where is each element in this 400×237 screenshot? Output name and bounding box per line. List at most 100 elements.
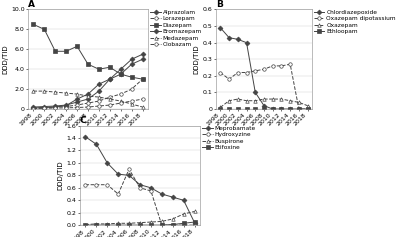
Hydroxyzine [160,224,164,227]
Lorazepam [129,88,134,91]
Oxazepam [296,101,301,104]
Legend: Alprazolam, Lorazepam, Diazepam, Bromazepam, Medazepam, Clobazam: Alprazolam, Lorazepam, Diazepam, Bromaze… [150,9,202,47]
Meprobamate [170,196,175,199]
Bromazepam [53,106,58,109]
Alprazolam [64,104,68,106]
Line: Diazepam: Diazepam [32,23,144,81]
Text: B: B [216,0,223,9]
Diazepam [31,23,36,26]
Line: Chlordiazepoxide: Chlordiazepoxide [219,26,309,111]
Line: Hydroxyzine: Hydroxyzine [84,167,196,227]
Ethloopam [227,108,232,110]
Line: Buspirone: Buspirone [84,210,196,226]
Hydroxyzine [148,190,153,192]
Lorazepam [75,104,80,106]
Meprobamate [192,221,197,224]
Etifoxine [192,221,197,223]
Bromazepam [108,78,112,81]
Chlordiazepoxide [218,26,223,29]
Oxazepam dipotassium [262,68,266,71]
Medazepam [140,106,145,109]
Diazepam [108,66,112,69]
Alprazolam [42,105,47,108]
Y-axis label: DDD/TID: DDD/TID [58,161,64,190]
Hydroxyzine [181,224,186,227]
Ethloopam [244,108,249,110]
Ethloopam [253,108,258,110]
Lorazepam [108,96,112,99]
Medazepam [64,92,68,95]
Chlordiazepoxide [244,41,249,44]
Oxazepam [262,98,266,100]
Legend: Chlordiazepoxide, Oxazepam dipotassium, Oxazepam, Ethloopam: Chlordiazepoxide, Oxazepam dipotassium, … [314,9,396,34]
Lorazepam [42,106,47,109]
Medazepam [129,103,134,105]
Etifoxine [160,224,164,227]
Line: Ethloopam: Ethloopam [219,107,309,111]
Line: Bromazepam: Bromazepam [32,58,144,110]
Oxazepam dipotassium [244,71,249,74]
Line: Oxazepam dipotassium: Oxazepam dipotassium [219,63,309,111]
Buspirone [160,220,164,223]
Meprobamate [181,199,186,202]
Oxazepam dipotassium [227,78,232,81]
Chlordiazepoxide [270,108,275,110]
Ethloopam [288,108,292,110]
Lorazepam [31,107,36,109]
Alprazolam [86,98,90,100]
Hydroxyzine [170,224,175,227]
Diazepam [118,73,123,76]
Buspirone [138,221,142,224]
Etifoxine [148,224,153,227]
Lorazepam [140,78,145,81]
Hydroxyzine [138,186,142,189]
Medazepam [53,91,58,94]
Clobazam [75,106,80,109]
Meprobamate [116,173,120,176]
Etifoxine [83,224,88,227]
Oxazepam [270,98,275,100]
Clobazam [108,104,112,106]
Line: Clobazam: Clobazam [32,97,144,110]
Oxazepam [288,99,292,102]
Chlordiazepoxide [279,108,284,110]
Oxazepam [253,99,258,102]
Clobazam [140,98,145,100]
Hydroxyzine [94,183,99,186]
Meprobamate [138,183,142,186]
Oxazepam dipotassium [270,64,275,67]
Chlordiazepoxide [227,36,232,39]
Etifoxine [116,224,120,227]
Line: Meprobamate: Meprobamate [84,135,196,224]
Lorazepam [96,100,101,102]
Line: Medazepam: Medazepam [32,89,144,109]
Diazepam [86,63,90,66]
Text: A: A [28,0,35,9]
Clobazam [53,107,58,109]
Etifoxine [127,224,132,227]
Meprobamate [94,143,99,146]
Diazepam [96,68,101,71]
Ethloopam [262,108,266,110]
Meprobamate [148,186,153,189]
Clobazam [129,100,134,102]
Diazepam [140,78,145,81]
Lorazepam [64,105,68,108]
Alprazolam [75,101,80,104]
Line: Etifoxine: Etifoxine [84,220,196,227]
Oxazepam [305,104,310,107]
Bromazepam [31,107,36,109]
Buspirone [181,213,186,215]
Clobazam [86,106,90,109]
Line: Oxazepam: Oxazepam [219,97,309,109]
Text: C: C [80,116,87,125]
Bromazepam [118,73,123,76]
Chlordiazepoxide [305,108,310,110]
Chlordiazepoxide [296,108,301,110]
Oxazepam [279,98,284,100]
Hydroxyzine [127,168,132,171]
Chlordiazepoxide [253,91,258,94]
Meprobamate [127,174,132,177]
Bromazepam [140,58,145,61]
Buspirone [170,218,175,220]
